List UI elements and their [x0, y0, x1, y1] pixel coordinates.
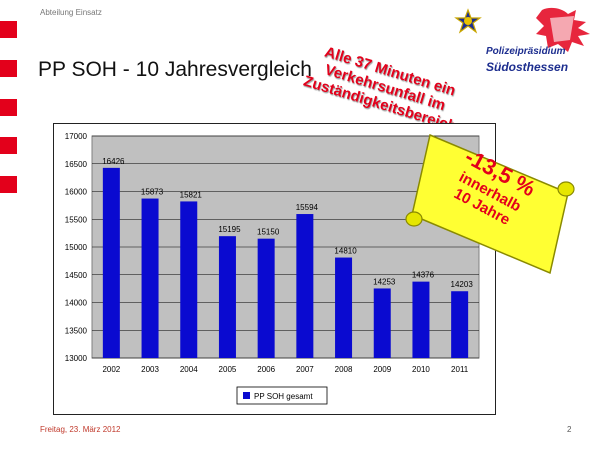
x-tick-label: 2007: [296, 365, 314, 374]
y-tick-label: 14000: [65, 299, 88, 308]
y-tick-label: 14500: [65, 271, 88, 280]
x-tick-label: 2008: [335, 365, 353, 374]
data-label: 14810: [334, 247, 357, 256]
data-label: 14253: [373, 277, 396, 286]
police-logo: Polizeipräsidium Südosthessen: [450, 4, 598, 92]
bar: [373, 288, 391, 358]
x-tick-label: 2002: [102, 365, 120, 374]
x-tick-label: 2010: [412, 365, 430, 374]
red-marker: [0, 99, 17, 116]
red-marker: [0, 137, 17, 154]
red-marker: [0, 176, 17, 193]
page-number: 2: [567, 425, 572, 434]
bar: [180, 201, 198, 358]
data-label: 15150: [257, 228, 280, 237]
department-label: Abteilung Einsatz: [40, 8, 102, 17]
x-tick-label: 2003: [141, 365, 159, 374]
y-tick-label: 16000: [65, 188, 88, 197]
bar: [412, 281, 430, 358]
y-tick-label: 13000: [65, 354, 88, 363]
x-tick-label: 2005: [219, 365, 237, 374]
x-tick-label: 2011: [451, 365, 469, 374]
bar: [335, 257, 353, 358]
y-tick-label: 13500: [65, 326, 88, 335]
bar: [296, 214, 314, 358]
bar: [257, 238, 275, 358]
legend-label: PP SOH gesamt: [254, 392, 313, 401]
data-label: 16426: [102, 157, 125, 166]
data-label: 14376: [412, 271, 435, 280]
scroll-banner-icon: [405, 133, 575, 275]
bar: [102, 167, 120, 358]
footer-date: Freitag, 23. März 2012: [40, 425, 121, 434]
data-label: 15594: [296, 203, 319, 212]
x-tick-label: 2009: [373, 365, 391, 374]
data-label: 15821: [180, 190, 203, 199]
bar: [218, 236, 236, 358]
red-marker: [0, 60, 17, 77]
y-tick-label: 16500: [65, 160, 88, 169]
red-marker: [0, 21, 17, 38]
y-tick-label: 15000: [65, 243, 88, 252]
x-tick-label: 2004: [180, 365, 198, 374]
legend-swatch: [243, 392, 250, 399]
y-tick-label: 17000: [65, 132, 88, 141]
y-tick-label: 15500: [65, 215, 88, 224]
police-star-icon: [454, 7, 590, 52]
data-label: 15195: [218, 225, 241, 234]
logo-text-line1: Polizeipräsidium: [486, 46, 566, 57]
bar: [451, 291, 469, 358]
data-label: 14203: [451, 280, 474, 289]
accident-frequency-note: Alle 37 Minuten ein Verkehrsunfall im Zu…: [301, 40, 469, 136]
slide-title: PP SOH - 10 Jahresvergleich: [38, 58, 312, 81]
legend-box: [236, 386, 328, 405]
x-tick-label: 2006: [257, 365, 275, 374]
data-label: 15873: [141, 188, 164, 197]
bar: [141, 198, 159, 358]
logo-text-line2: Südosthessen: [486, 60, 569, 74]
